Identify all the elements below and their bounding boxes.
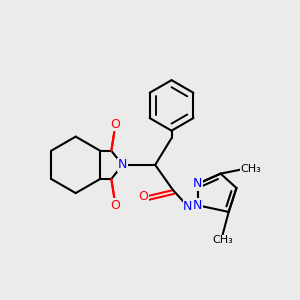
Text: CH₃: CH₃ <box>212 235 233 245</box>
Text: O: O <box>111 199 120 212</box>
Text: N: N <box>193 199 202 212</box>
Text: CH₃: CH₃ <box>241 164 262 174</box>
Text: N: N <box>118 158 127 171</box>
Text: N: N <box>193 177 202 190</box>
Text: O: O <box>111 118 120 131</box>
Text: O: O <box>138 190 148 202</box>
Text: N: N <box>183 200 193 213</box>
